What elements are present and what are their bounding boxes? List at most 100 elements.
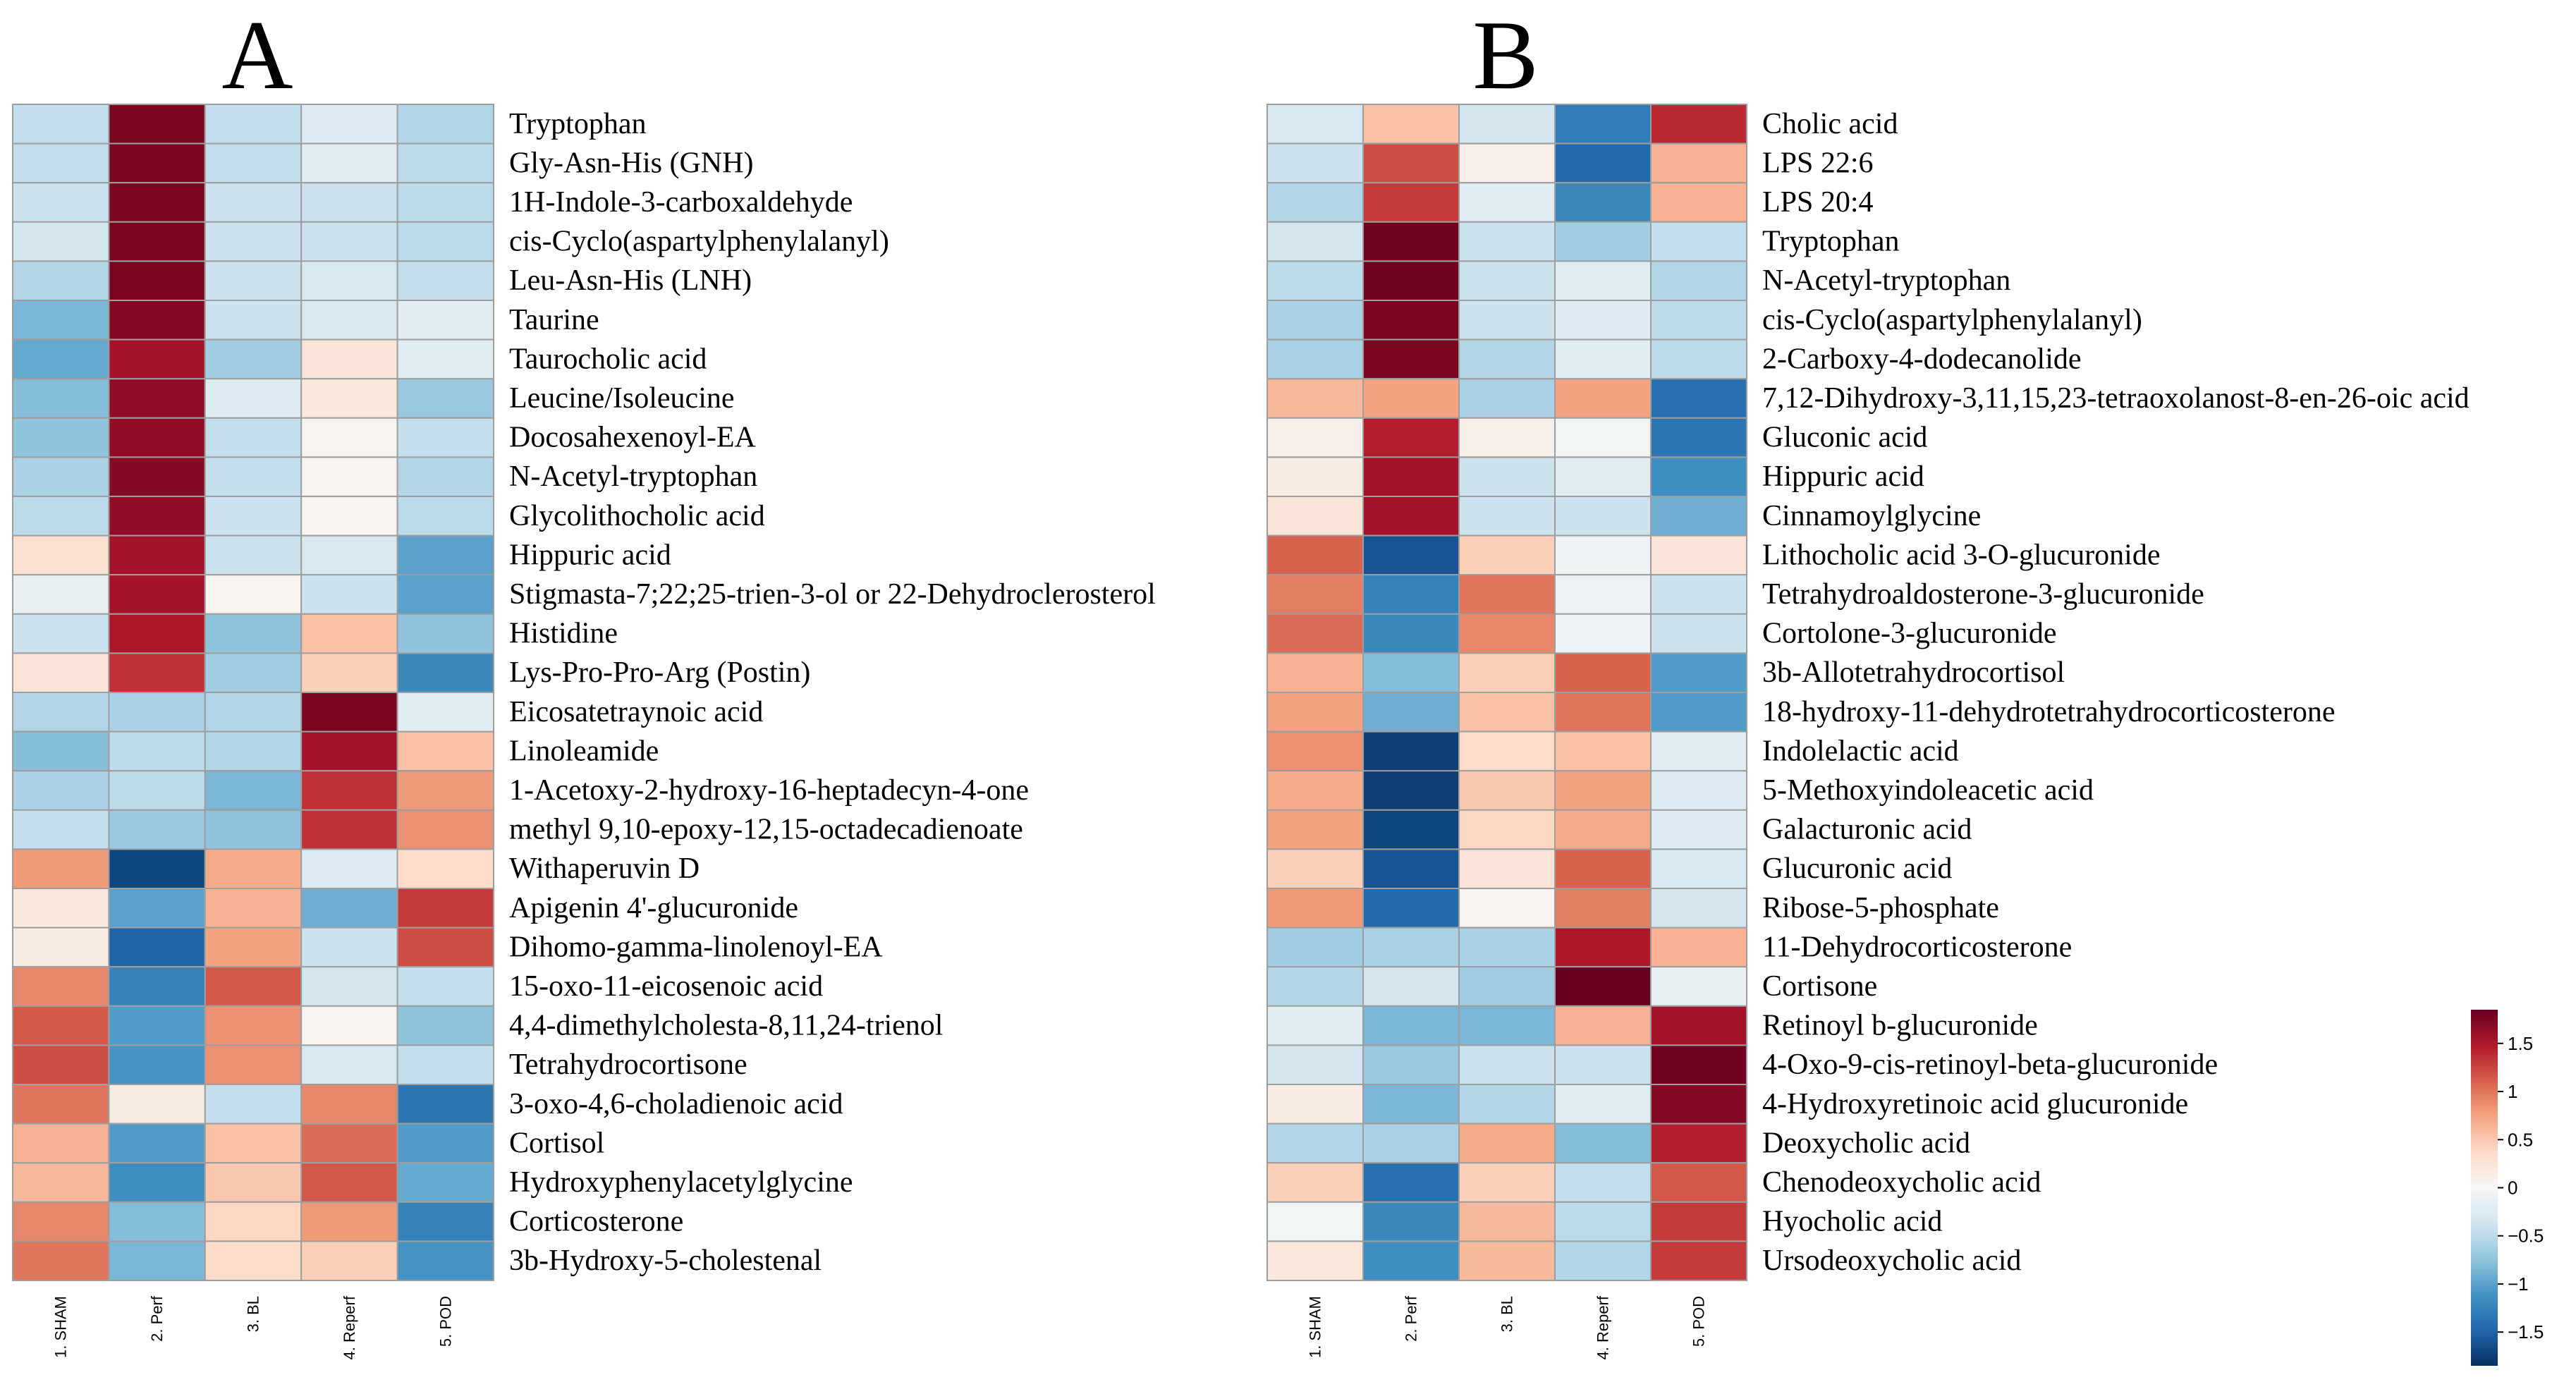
heatmap-cell xyxy=(1554,534,1652,576)
heatmap-cell xyxy=(1458,338,1556,380)
heatmap-cell xyxy=(1650,1084,1747,1125)
heatmap-cell xyxy=(1266,1240,1364,1282)
heatmap-cell xyxy=(12,652,110,694)
heatmap-cell xyxy=(204,809,303,850)
heatmap-cell xyxy=(108,1201,206,1242)
heatmap-cell xyxy=(1362,300,1460,341)
heatmap-cell xyxy=(300,652,398,694)
column-label: 5. POD xyxy=(437,1296,454,1347)
heatmap-cell xyxy=(108,104,206,145)
heatmap-cell xyxy=(1266,338,1364,380)
heatmap-cell xyxy=(1650,574,1747,615)
heatmap-cell xyxy=(1458,104,1556,145)
heatmap-cell xyxy=(1362,927,1460,968)
heatmap-cell xyxy=(1362,260,1460,301)
heatmap-cell xyxy=(1266,417,1364,458)
heatmap-cell xyxy=(204,692,303,733)
heatmap-cell xyxy=(108,300,206,341)
heatmap-cell xyxy=(1266,1084,1364,1125)
row-label: 4-Oxo-9-cis-retinoyl-beta-glucuronide xyxy=(1762,1048,2218,1081)
heatmap-cell xyxy=(396,1201,494,1242)
heatmap-cell xyxy=(1650,1240,1747,1282)
row-label: Cortolone-3-glucuronide xyxy=(1762,618,2057,650)
column-label: 2. Perf xyxy=(1403,1295,1420,1342)
heatmap-cell xyxy=(300,848,398,890)
heatmap-cell xyxy=(1266,1162,1364,1203)
heatmap-cell xyxy=(300,1044,398,1086)
row-label: 3-oxo-4,6-choladienoic acid xyxy=(509,1088,843,1120)
heatmap-cell xyxy=(396,730,494,772)
heatmap-cell xyxy=(300,1162,398,1203)
heatmap-cell xyxy=(108,534,206,576)
heatmap-cell xyxy=(204,770,303,811)
heatmap-cell xyxy=(300,888,398,929)
panel-a-label: A xyxy=(221,1,293,110)
heatmap-cell xyxy=(108,182,206,223)
row-label: Glycolithocholic acid xyxy=(509,500,765,532)
heatmap-cell xyxy=(204,417,303,458)
heatmap-cell xyxy=(1266,574,1364,615)
row-label: Histidine xyxy=(509,618,618,650)
heatmap-cell xyxy=(1554,260,1652,301)
heatmap-cell xyxy=(396,1005,494,1046)
heatmap-cell xyxy=(1650,300,1747,341)
heatmap-cell xyxy=(396,809,494,850)
heatmap-cell xyxy=(1458,888,1556,929)
row-label: Indolelactic acid xyxy=(1762,735,1959,767)
heatmap-cell xyxy=(108,378,206,419)
row-label: 1-Acetoxy-2-hydroxy-16-heptadecyn-4-one xyxy=(509,774,1029,807)
row-label: 3b-Allotetrahydrocortisol xyxy=(1762,656,2065,689)
heatmap-cell xyxy=(1362,182,1460,223)
colorbar-legend: 1.5 1 0.5 0 −0.5 −1 −1.5 xyxy=(2471,1010,2544,1366)
heatmap-cell xyxy=(204,104,303,145)
row-label: Withaperuvin D xyxy=(509,852,700,885)
heatmap-cell xyxy=(1650,730,1747,772)
heatmap-cell xyxy=(12,613,110,654)
colorbar-tick-label: 0.5 xyxy=(2508,1129,2533,1150)
heatmap-cell xyxy=(1266,221,1364,262)
heatmap-panel-a: Tryptophan Gly-Asn-His (GNH) 1H-Indole-3-c… xyxy=(12,104,1156,1360)
heatmap-cell xyxy=(1458,456,1556,498)
row-label: Taurine xyxy=(509,304,599,336)
colorbar-tick-label: −0.5 xyxy=(2508,1225,2544,1247)
row-label: Gluconic acid xyxy=(1762,422,1927,454)
heatmap-cell xyxy=(1554,692,1652,733)
heatmap-cell xyxy=(1266,534,1364,576)
heatmap-cell xyxy=(204,888,303,929)
heatmap-cell xyxy=(12,1240,110,1282)
heatmap-cell xyxy=(1458,1162,1556,1203)
heatmap-cell xyxy=(1458,142,1556,184)
row-label: Cortisol xyxy=(509,1127,604,1159)
row-label: Eicosatetraynoic acid xyxy=(509,696,763,728)
heatmap-cell xyxy=(1554,104,1652,145)
heatmap-cell xyxy=(108,613,206,654)
heatmap-cell xyxy=(1362,1201,1460,1242)
row-label: Apigenin 4'-glucuronide xyxy=(509,892,798,924)
heatmap-cell xyxy=(1362,574,1460,615)
heatmap-cell xyxy=(1650,927,1747,968)
heatmap-cell xyxy=(396,927,494,968)
row-label: Hippuric acid xyxy=(1762,460,1924,493)
heatmap-cell xyxy=(1554,496,1652,537)
heatmap-cell xyxy=(12,574,110,615)
heatmap-cell xyxy=(300,221,398,262)
heatmap-cell xyxy=(396,456,494,498)
heatmap-panel-b: Cholic acid LPS 22:6 LPS 20:4 Tryptophan N-A… xyxy=(1266,104,2470,1360)
heatmap-cell xyxy=(1554,966,1652,1007)
heatmap-cell xyxy=(1458,966,1556,1007)
heatmap-cell xyxy=(1458,848,1556,890)
row-label: 15-oxo-11-eicosenoic acid xyxy=(509,970,823,1003)
heatmap-cell xyxy=(396,182,494,223)
heatmap-cell xyxy=(1266,1005,1364,1046)
heatmap-cell xyxy=(1266,378,1364,419)
heatmap-cell xyxy=(1650,221,1747,262)
heatmap-cell xyxy=(108,1162,206,1203)
heatmap-cell xyxy=(108,1044,206,1086)
heatmap-cell xyxy=(1266,1123,1364,1164)
row-label: Ursodeoxycholic acid xyxy=(1762,1245,2021,1277)
row-label: Deoxycholic acid xyxy=(1762,1127,1970,1159)
heatmap-cell xyxy=(12,1201,110,1242)
column-label: 5. POD xyxy=(1690,1296,1708,1347)
heatmap-cell xyxy=(1650,692,1747,733)
heatmap-cell xyxy=(1266,927,1364,968)
